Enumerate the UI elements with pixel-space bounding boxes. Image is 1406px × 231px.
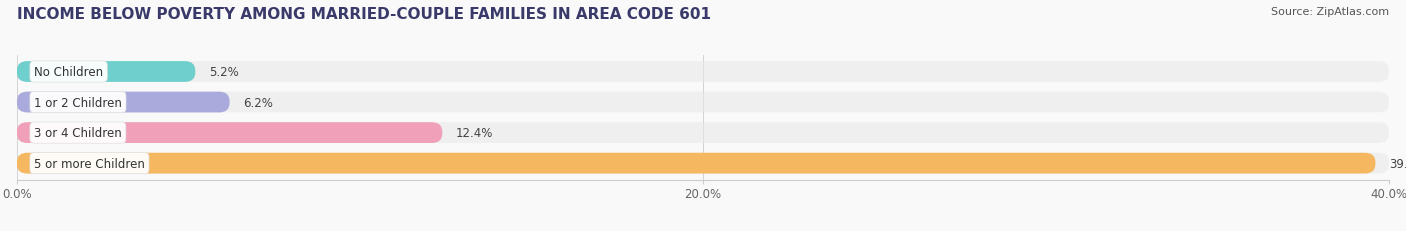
Text: 12.4%: 12.4% [456, 127, 494, 140]
Text: No Children: No Children [34, 66, 103, 79]
FancyBboxPatch shape [17, 62, 1389, 82]
Text: Source: ZipAtlas.com: Source: ZipAtlas.com [1271, 7, 1389, 17]
Text: 5 or more Children: 5 or more Children [34, 157, 145, 170]
FancyBboxPatch shape [17, 123, 443, 143]
Text: 5.2%: 5.2% [209, 66, 239, 79]
FancyBboxPatch shape [17, 92, 229, 113]
FancyBboxPatch shape [17, 62, 195, 82]
FancyBboxPatch shape [17, 123, 1389, 143]
Text: 3 or 4 Children: 3 or 4 Children [34, 127, 122, 140]
Text: 6.2%: 6.2% [243, 96, 273, 109]
FancyBboxPatch shape [17, 92, 1389, 113]
Text: 1 or 2 Children: 1 or 2 Children [34, 96, 122, 109]
Text: INCOME BELOW POVERTY AMONG MARRIED-COUPLE FAMILIES IN AREA CODE 601: INCOME BELOW POVERTY AMONG MARRIED-COUPL… [17, 7, 711, 22]
FancyBboxPatch shape [17, 153, 1375, 174]
FancyBboxPatch shape [17, 153, 1389, 174]
Text: 39.6%: 39.6% [1389, 157, 1406, 170]
